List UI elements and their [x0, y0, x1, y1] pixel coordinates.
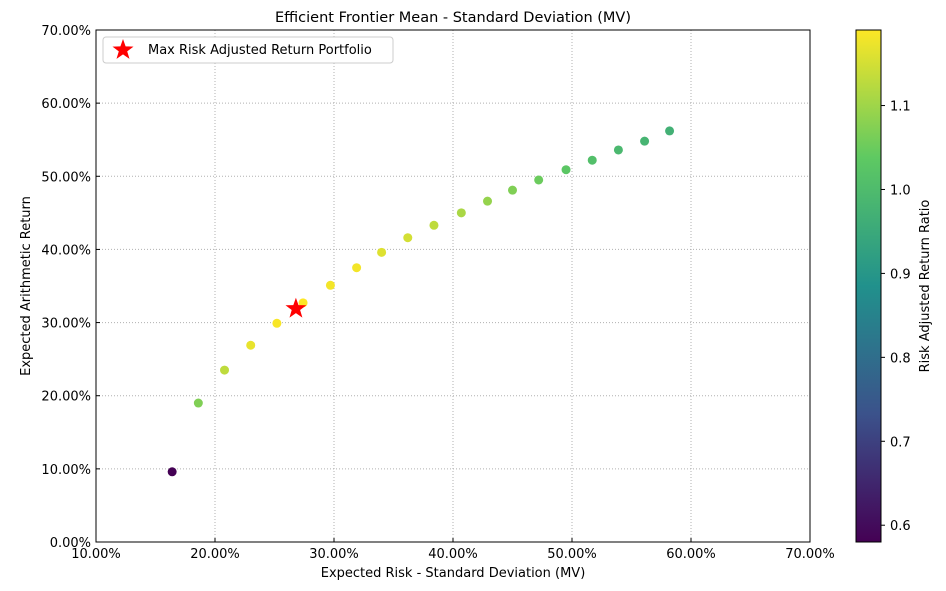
colorbar-tick-label: 1.0: [890, 183, 911, 198]
y-tick-label: 10.00%: [41, 463, 91, 478]
y-tick-label: 60.00%: [41, 97, 91, 112]
data-point: [429, 220, 439, 230]
colorbar: [855, 29, 882, 543]
data-point: [298, 298, 308, 308]
colorbar-tick-label: 0.6: [890, 519, 911, 534]
colorbar-label: Risk Adjusted Return Ratio: [918, 200, 933, 373]
data-point: [352, 263, 362, 273]
y-tick-label: 0.00%: [50, 536, 91, 551]
data-point: [640, 136, 650, 146]
x-tick-label: 40.00%: [428, 547, 478, 562]
data-point: [193, 398, 203, 408]
x-tick-label: 50.00%: [547, 547, 597, 562]
data-point: [587, 155, 597, 165]
data-point: [483, 196, 493, 206]
data-point: [272, 318, 282, 328]
y-tick-label: 40.00%: [41, 243, 91, 258]
plot-frame: [95, 29, 811, 543]
data-point: [508, 185, 517, 195]
data-point: [534, 175, 544, 185]
x-tick-label: 20.00%: [190, 547, 240, 562]
max-risk-adjusted-star: [285, 297, 307, 318]
data-point: [561, 165, 571, 175]
y-tick-label: 50.00%: [41, 170, 91, 185]
legend-star-icon: [112, 39, 134, 59]
data-point: [613, 145, 623, 155]
y-tick-label: 20.00%: [41, 390, 91, 405]
data-point: [246, 340, 256, 350]
x-tick-label: 10.00%: [71, 547, 121, 562]
data-point: [403, 233, 413, 243]
data-point: [167, 467, 177, 477]
data-point: [456, 208, 466, 218]
x-tick-label: 60.00%: [666, 547, 716, 562]
y-axis-label: Expected Arithmetic Return: [19, 196, 34, 376]
colorbar-tick-label: 0.8: [890, 351, 911, 366]
colorbar-tick-label: 1.1: [890, 100, 911, 115]
x-axis-label: Expected Risk - Standard Deviation (MV): [321, 566, 586, 581]
colorbar-tick-label: 0.9: [890, 267, 911, 282]
legend-label: Max Risk Adjusted Return Portfolio: [148, 43, 372, 58]
data-point: [665, 126, 675, 136]
data-point: [325, 280, 335, 290]
data-point: [377, 247, 387, 257]
chart-title: Efficient Frontier Mean - Standard Devia…: [275, 10, 631, 26]
x-tick-label: 30.00%: [309, 547, 359, 562]
colorbar-tick-label: 0.7: [890, 435, 911, 450]
data-point: [220, 365, 230, 375]
legend: Max Risk Adjusted Return Portfolio: [102, 36, 394, 64]
x-tick-label: 70.00%: [785, 547, 835, 562]
y-tick-label: 70.00%: [41, 24, 91, 39]
y-tick-label: 30.00%: [41, 317, 91, 332]
